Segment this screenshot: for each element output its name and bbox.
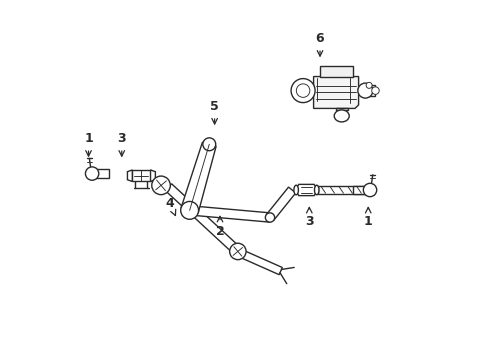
- Text: 6: 6: [316, 32, 324, 56]
- Ellipse shape: [315, 185, 319, 195]
- Circle shape: [230, 243, 246, 260]
- Circle shape: [366, 82, 372, 88]
- Polygon shape: [318, 186, 365, 194]
- Polygon shape: [181, 142, 216, 213]
- Polygon shape: [189, 206, 270, 222]
- Circle shape: [364, 183, 377, 197]
- Polygon shape: [314, 77, 359, 108]
- Text: 5: 5: [210, 100, 219, 124]
- Circle shape: [321, 69, 326, 73]
- Polygon shape: [165, 184, 241, 255]
- Polygon shape: [92, 169, 109, 178]
- Circle shape: [203, 138, 216, 151]
- Text: 1: 1: [84, 132, 93, 156]
- Circle shape: [266, 213, 275, 222]
- Polygon shape: [295, 184, 318, 195]
- Text: 4: 4: [166, 197, 176, 216]
- Polygon shape: [314, 85, 315, 96]
- Circle shape: [372, 87, 379, 94]
- Circle shape: [339, 69, 343, 73]
- Polygon shape: [241, 250, 282, 275]
- Polygon shape: [353, 186, 370, 194]
- Circle shape: [85, 167, 99, 180]
- Text: 2: 2: [216, 216, 224, 238]
- Ellipse shape: [294, 185, 298, 195]
- Text: 1: 1: [364, 207, 372, 228]
- Circle shape: [296, 84, 310, 97]
- Polygon shape: [336, 108, 348, 110]
- Polygon shape: [319, 66, 353, 77]
- Circle shape: [329, 69, 334, 73]
- Circle shape: [291, 78, 315, 103]
- Circle shape: [181, 202, 198, 219]
- Circle shape: [152, 176, 171, 195]
- Text: 3: 3: [118, 132, 126, 156]
- Circle shape: [358, 83, 373, 98]
- Polygon shape: [132, 170, 150, 181]
- Circle shape: [346, 69, 351, 73]
- Polygon shape: [366, 85, 375, 96]
- Polygon shape: [127, 170, 132, 181]
- Ellipse shape: [334, 110, 349, 122]
- Circle shape: [183, 204, 196, 217]
- Polygon shape: [150, 170, 155, 181]
- Text: 3: 3: [305, 207, 314, 228]
- Polygon shape: [267, 187, 296, 220]
